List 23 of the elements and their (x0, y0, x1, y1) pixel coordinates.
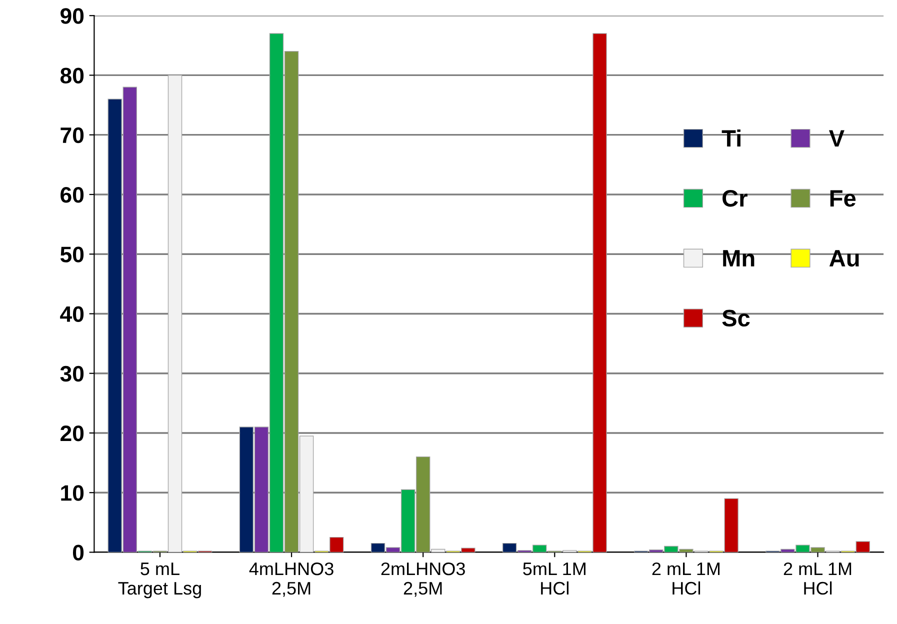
x-tick-label: 2 mL 1M HCl (652, 562, 720, 595)
y-tick-label: 70 (60, 127, 84, 144)
x-tick-label: 5mL 1M HCl (523, 562, 586, 595)
y-tick-label: 50 (60, 246, 84, 262)
x-tick-label: 2mLHNO3 2,5M (381, 562, 465, 597)
y-tick-label: 60 (60, 187, 84, 203)
x-tick-label: 4mLHNO3 2,5M (249, 562, 334, 597)
y-tick-label: 80 (60, 68, 84, 84)
y-tick-label: 20 (60, 426, 84, 442)
y-tick-label: 90 (60, 8, 84, 24)
y-tick-label: 30 (60, 366, 84, 382)
legend-label: V (828, 130, 844, 147)
x-tick-label: 2 mL 1M HCl (784, 562, 852, 595)
legend-label: Au (829, 250, 859, 267)
y-tick-label: 0 (72, 544, 84, 561)
legend-label: Sc (722, 310, 750, 327)
legend-label: Cr (722, 190, 748, 207)
y-tick-label: 10 (61, 485, 84, 501)
y-tick-label: 40 (60, 306, 84, 322)
legend-label: Fe (830, 190, 856, 207)
legend-label: Ti (722, 129, 740, 147)
x-tick-label: 5 mL Target Lsg (118, 562, 201, 598)
legend-label: Mn (723, 250, 754, 266)
